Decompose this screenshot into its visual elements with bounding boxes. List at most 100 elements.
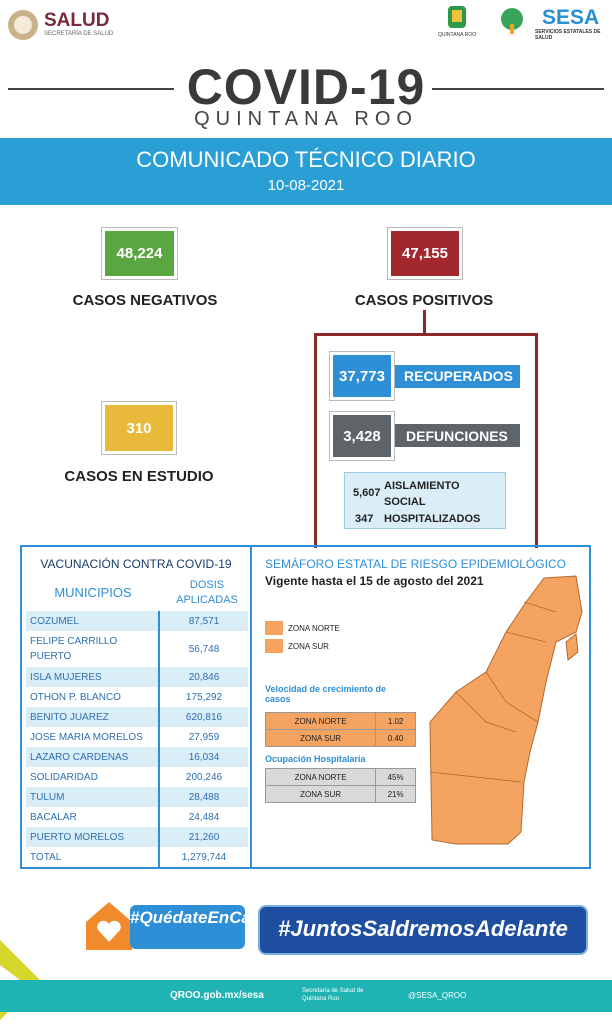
dosis: 620,816 xyxy=(160,707,248,727)
recuperados-value: 37,773 xyxy=(329,351,395,401)
divider xyxy=(250,547,252,867)
banner xyxy=(0,138,612,205)
footer-bar xyxy=(0,980,612,1012)
table-row: BACALAR 24,484 xyxy=(26,807,248,827)
dosis: 28,488 xyxy=(160,787,248,807)
defunciones-label: DEFUNCIONES xyxy=(406,428,508,444)
negativos-label: CASOS NEGATIVOS xyxy=(72,292,218,309)
table-row: PUERTO MORELOS 21,260 xyxy=(26,827,248,847)
panel xyxy=(20,545,591,869)
state-logo: QUINTANA ROO xyxy=(438,32,476,38)
table-row: BENITO JUAREZ 620,816 xyxy=(26,707,248,727)
velocidad-title: Velocidad de crecimiento de casos xyxy=(265,684,387,704)
map xyxy=(429,575,583,845)
bar xyxy=(393,424,520,447)
state-shield xyxy=(448,6,466,28)
rule xyxy=(432,88,604,90)
table-row: LAZARO CARDENAS 16,034 xyxy=(26,747,248,767)
value: 1.02 xyxy=(375,712,416,730)
municipio: SOLIDARIDAD xyxy=(26,767,160,787)
ocupacion-title: Ocupación Hospitalaria xyxy=(265,754,366,764)
municipio: BACALAR xyxy=(26,807,160,827)
seal-icon xyxy=(8,10,38,40)
table-row: TULUM 28,488 xyxy=(26,787,248,807)
municipio: COZUMEL xyxy=(26,611,160,631)
banner-date: 10-08-2021 xyxy=(267,177,345,194)
dosis: 200,246 xyxy=(160,767,248,787)
legend-item: ZONA SUR xyxy=(265,637,340,655)
municipio: BENITO JUAREZ xyxy=(26,707,160,727)
dosis: 20,846 xyxy=(160,667,248,687)
dosis: 87,571 xyxy=(160,611,248,631)
legend: ZONA NORTE ZONA SUR xyxy=(265,619,340,655)
municipio: FELIPE CARRILLO PUERTO xyxy=(26,631,160,667)
semaforo-vigencia: Vigente hasta el 15 de agosto del 2021 xyxy=(265,574,484,588)
aislamiento-value: 5,607 xyxy=(353,487,381,499)
table-row: ZONA NORTE 1.02 xyxy=(264,712,416,730)
col-header: DOSIS APLICADAS xyxy=(176,579,238,606)
connector xyxy=(423,310,426,334)
legend-item: ZONA NORTE xyxy=(265,619,340,637)
table-row: COZUMEL 87,571 xyxy=(26,611,248,631)
dosis: 56,748 xyxy=(160,631,248,667)
dosis: 24,484 xyxy=(160,807,248,827)
twitter: @SESA_QROO xyxy=(408,991,467,1000)
legend-label: ZONA NORTE xyxy=(288,623,340,633)
zone: ZONA SUR xyxy=(264,729,377,747)
aislamiento-box xyxy=(344,472,506,529)
dosis: 1,279,744 xyxy=(160,847,248,867)
zone: ZONA NORTE xyxy=(264,712,377,730)
dosis: 175,292 xyxy=(160,687,248,707)
municipio: LAZARO CARDENAS xyxy=(26,747,160,767)
secretaria: Secretaría de Salud de Quintana Roo xyxy=(302,988,364,1002)
agency-subtitle: SECRETARÍA DE SALUD xyxy=(44,31,114,37)
table-row: FELIPE CARRILLO PUERTO 56,748 xyxy=(26,631,248,667)
table-row: JOSE MARIA MORELOS 27,959 xyxy=(26,727,248,747)
municipio: JOSE MARIA MORELOS xyxy=(26,727,160,747)
vacunacion-table: COZUMEL 87,571 FELIPE CARRILLO PUERTO 56,74… xyxy=(26,611,248,867)
tree-logo xyxy=(501,8,523,34)
legend-label: ZONA SUR xyxy=(288,641,329,651)
table-row: ZONA SUR 21% xyxy=(264,785,416,803)
table-row: SOLIDARIDAD 200,246 xyxy=(26,767,248,787)
main-title: COVID-19 xyxy=(186,59,426,115)
defunciones-value: 3,428 xyxy=(329,411,395,461)
municipio: ISLA MUJERES xyxy=(26,667,160,687)
negativos-value: 48,224 xyxy=(101,227,178,280)
hospitalizados-label: HOSPITALIZADOS xyxy=(384,513,481,525)
ocupacion-table: ZONA NORTE 45% ZONA SUR 21% xyxy=(264,768,416,803)
table-row: ZONA SUR 0.40 xyxy=(264,729,416,747)
municipio: PUERTO MORELOS xyxy=(26,827,160,847)
estudio-value: 310 xyxy=(101,401,177,455)
value: 21% xyxy=(375,785,416,803)
dosis: 16,034 xyxy=(160,747,248,767)
table-row: ZONA NORTE 45% xyxy=(264,768,416,786)
dosis: 21,260 xyxy=(160,827,248,847)
positivos-value: 47,155 xyxy=(387,227,463,280)
positivos-frame xyxy=(314,333,538,548)
quedate-badge: #QuédateEnCasa xyxy=(130,905,270,949)
table-row: ISLA MUJERES 20,846 xyxy=(26,667,248,687)
hospitalizados-value: 347 xyxy=(355,513,374,525)
legend-swatch xyxy=(265,621,283,635)
vacunacion-title: VACUNACIÓN CONTRA COVID-19 xyxy=(40,557,232,571)
municipio: TOTAL xyxy=(26,847,160,867)
recuperados-label: RECUPERADOS xyxy=(404,368,513,384)
main-subtitle: QUINTANA ROO xyxy=(194,108,418,130)
sesa-subtitle: SERVICIOS ESTATALES DE SALUD xyxy=(535,29,601,41)
banner-title: COMUNICADO TÉCNICO DIARIO xyxy=(136,147,476,172)
web: QROO.gob.mx/sesa xyxy=(170,990,264,1001)
rule xyxy=(8,88,174,90)
table-row: OTHON P. BLANCO 175,292 xyxy=(26,687,248,707)
value: 0.40 xyxy=(375,729,416,747)
zone: ZONA NORTE xyxy=(264,768,377,786)
aislamiento-label: AISLAMIENTO SOCIAL xyxy=(384,480,460,508)
value: 45% xyxy=(375,768,416,786)
agency: SALUD xyxy=(44,10,110,31)
semaforo-title: SEMÁFORO ESTATAL DE RIESGO EPIDEMIOLÓGIC… xyxy=(265,557,566,571)
dosis: 27,959 xyxy=(160,727,248,747)
municipio: TULUM xyxy=(26,787,160,807)
velocidad-table: ZONA NORTE 1.02 ZONA SUR 0.40 xyxy=(264,712,416,747)
table-row: TOTAL 1,279,744 xyxy=(26,847,248,867)
